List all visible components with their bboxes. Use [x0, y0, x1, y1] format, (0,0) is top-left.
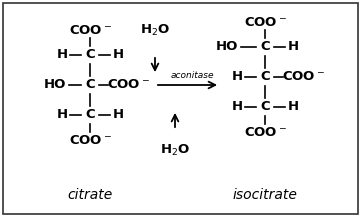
- Text: H: H: [56, 49, 68, 61]
- Text: COO$^-$: COO$^-$: [244, 15, 287, 28]
- Text: HO: HO: [44, 79, 66, 92]
- Text: C: C: [260, 41, 270, 54]
- FancyBboxPatch shape: [3, 3, 358, 214]
- Text: C: C: [85, 49, 95, 61]
- Text: isocitrate: isocitrate: [232, 188, 297, 202]
- Text: C: C: [85, 108, 95, 122]
- Text: COO$^-$: COO$^-$: [106, 79, 149, 92]
- Text: H: H: [112, 49, 123, 61]
- Text: H$_2$O: H$_2$O: [160, 142, 190, 158]
- Text: H: H: [112, 108, 123, 122]
- Text: C: C: [260, 100, 270, 113]
- Text: COO$^-$: COO$^-$: [69, 23, 112, 36]
- Text: COO$^-$: COO$^-$: [282, 71, 325, 84]
- Text: aconitase: aconitase: [171, 71, 214, 79]
- Text: H: H: [56, 108, 68, 122]
- Text: H: H: [287, 100, 299, 113]
- Text: COO$^-$: COO$^-$: [69, 133, 112, 146]
- Text: C: C: [260, 71, 270, 84]
- Text: H: H: [231, 71, 243, 84]
- Text: C: C: [85, 79, 95, 92]
- Text: HO: HO: [216, 41, 238, 54]
- Text: H$_2$O: H$_2$O: [140, 22, 170, 38]
- Text: citrate: citrate: [68, 188, 113, 202]
- Text: COO$^-$: COO$^-$: [244, 125, 287, 138]
- Text: H: H: [287, 41, 299, 54]
- Text: H: H: [231, 100, 243, 113]
